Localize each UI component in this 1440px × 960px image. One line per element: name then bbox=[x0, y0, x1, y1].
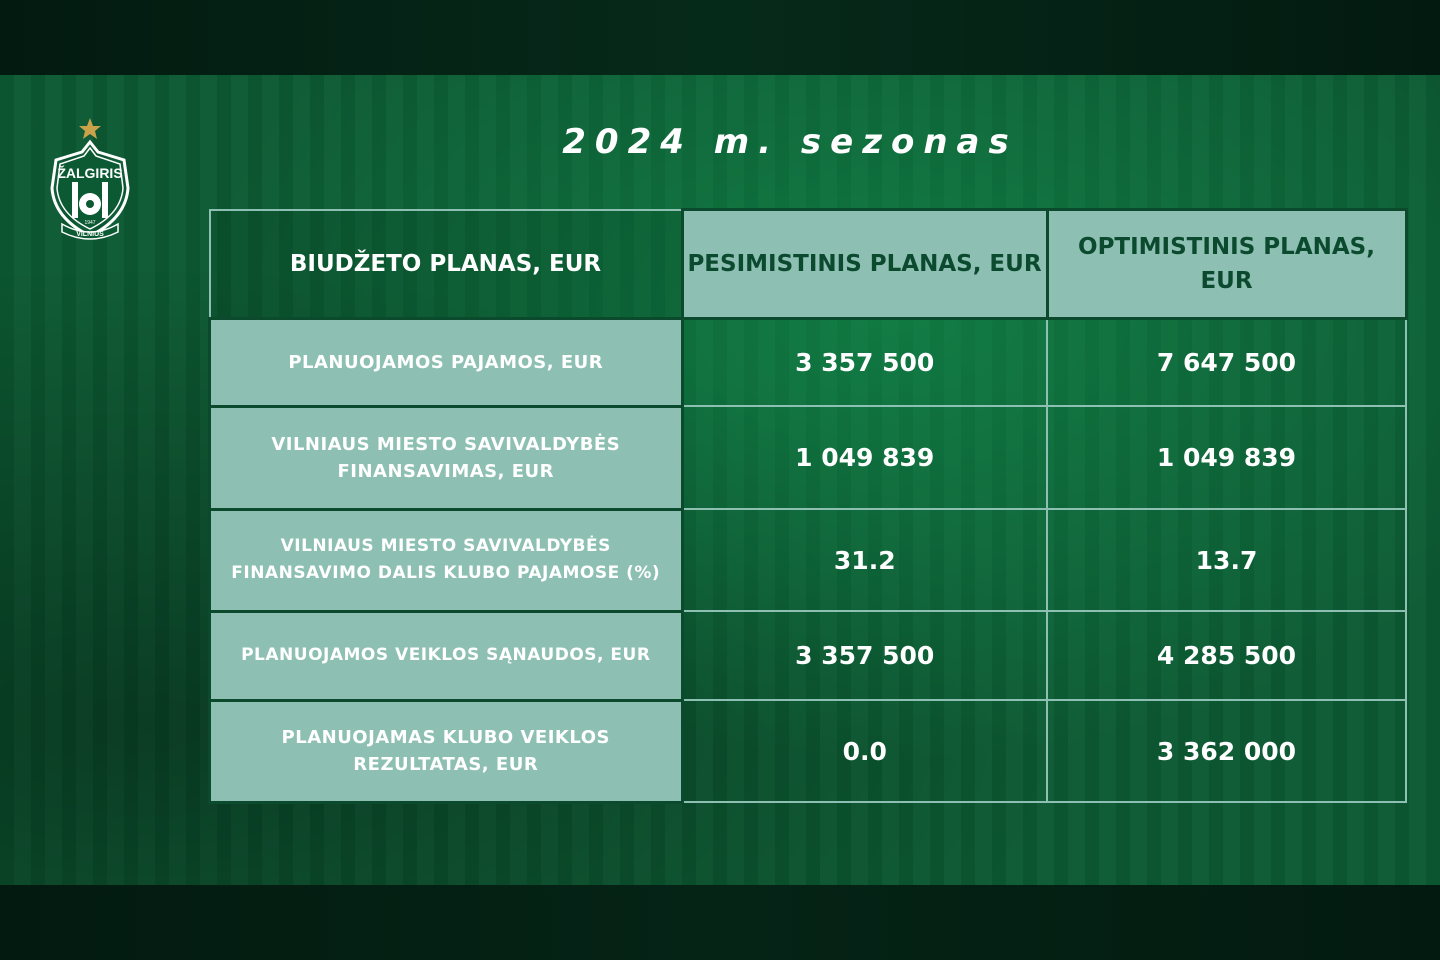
optimistic-value: 3 362 000 bbox=[1046, 699, 1407, 803]
zalgiris-logo: ŽALGIRIS 1947 VILNIUS bbox=[50, 118, 130, 240]
header-pessimistic: PESIMISTINIS PLANAS, EUR bbox=[680, 208, 1049, 320]
bottom-band bbox=[0, 885, 1440, 960]
pessimistic-value: 1 049 839 bbox=[681, 405, 1048, 510]
optimistic-value: 1 049 839 bbox=[1046, 405, 1407, 510]
budget-table: BIUDŽETO PLANAS, EUR PESIMISTINIS PLANAS… bbox=[208, 208, 1408, 804]
row-label: PLANUOJAMOS VEIKLOS SĄNAUDOS, EUR bbox=[208, 609, 684, 702]
row-label: VILNIAUS MIESTO SAVIVALDYBĖS FINANSAVIMA… bbox=[208, 404, 684, 511]
table-row: VILNIAUS MIESTO SAVIVALDYBĖS FINANSAVIMO… bbox=[208, 507, 1407, 613]
table-header-row: BIUDŽETO PLANAS, EUR PESIMISTINIS PLANAS… bbox=[208, 208, 1408, 320]
row-label: VILNIAUS MIESTO SAVIVALDYBĖS FINANSAVIMO… bbox=[208, 507, 684, 613]
table-row: PLANUOJAMOS VEIKLOS SĄNAUDOS, EUR 3 357 … bbox=[208, 609, 1407, 702]
table-row: PLANUOJAMOS PAJAMOS, EUR 3 357 500 7 647… bbox=[208, 316, 1407, 408]
svg-text:VILNIUS: VILNIUS bbox=[76, 231, 104, 238]
svg-text:ŽALGIRIS: ŽALGIRIS bbox=[57, 164, 122, 181]
table-row: VILNIAUS MIESTO SAVIVALDYBĖS FINANSAVIMA… bbox=[208, 404, 1407, 511]
header-budget-plan: BIUDŽETO PLANAS, EUR bbox=[208, 208, 683, 319]
table-row: PLANUOJAMAS KLUBO VEIKLOS REZULTATAS, EU… bbox=[208, 698, 1407, 804]
pessimistic-value: 0.0 bbox=[681, 699, 1048, 803]
optimistic-value: 7 647 500 bbox=[1046, 317, 1407, 407]
pessimistic-value: 31.2 bbox=[681, 508, 1048, 612]
svg-text:1947: 1947 bbox=[84, 220, 95, 226]
top-band bbox=[0, 0, 1440, 75]
star-icon bbox=[79, 118, 101, 139]
header-optimistic: OPTIMISTINIS PLANAS, EUR bbox=[1045, 208, 1408, 320]
page-title: 2024 m. sezonas bbox=[562, 122, 1018, 162]
pessimistic-value: 3 357 500 bbox=[681, 610, 1048, 701]
pessimistic-value: 3 357 500 bbox=[681, 317, 1048, 407]
optimistic-value: 4 285 500 bbox=[1046, 610, 1407, 701]
row-label: PLANUOJAMOS PAJAMOS, EUR bbox=[208, 316, 684, 408]
row-label: PLANUOJAMAS KLUBO VEIKLOS REZULTATAS, EU… bbox=[208, 698, 684, 804]
optimistic-value: 13.7 bbox=[1046, 508, 1407, 612]
